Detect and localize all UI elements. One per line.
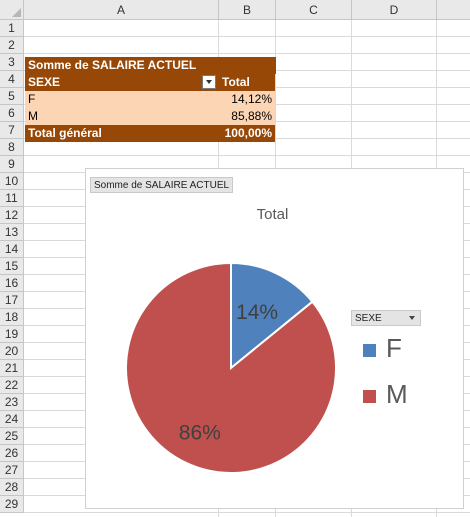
column-header-c[interactable]: C bbox=[276, 0, 352, 20]
legend-swatch-m bbox=[363, 390, 376, 403]
row-header[interactable]: 25 bbox=[0, 428, 24, 445]
row-header[interactable]: 13 bbox=[0, 224, 24, 241]
filter-dropdown-icon[interactable] bbox=[202, 75, 216, 89]
legend-label-f[interactable]: F bbox=[386, 333, 402, 363]
row-header[interactable]: 28 bbox=[0, 479, 24, 496]
gridline bbox=[24, 36, 470, 37]
pivot-row-label[interactable]: M bbox=[25, 108, 219, 125]
row-header[interactable]: 1 bbox=[0, 20, 24, 37]
row-header[interactable]: 27 bbox=[0, 462, 24, 479]
data-label-f[interactable]: 14% bbox=[236, 301, 278, 324]
row-header[interactable]: 7 bbox=[0, 122, 24, 139]
row-header[interactable]: 4 bbox=[0, 71, 24, 88]
pivot-row-value[interactable]: 14,12% bbox=[219, 91, 275, 108]
gridline bbox=[24, 53, 470, 54]
column-header-d[interactable]: D bbox=[352, 0, 437, 20]
row-header[interactable]: 29 bbox=[0, 496, 24, 513]
row-header[interactable]: 3 bbox=[0, 54, 24, 71]
row-header[interactable]: 17 bbox=[0, 292, 24, 309]
row-header[interactable]: 9 bbox=[0, 156, 24, 173]
gridline bbox=[24, 155, 470, 156]
row-header[interactable]: 2 bbox=[0, 37, 24, 54]
pivot-total-value[interactable]: 100,00% bbox=[219, 125, 275, 142]
row-header[interactable]: 19 bbox=[0, 326, 24, 343]
row-header[interactable]: 16 bbox=[0, 275, 24, 292]
column-header-e[interactable] bbox=[437, 0, 470, 20]
row-header[interactable]: 12 bbox=[0, 207, 24, 224]
chart-value-field-button[interactable]: Somme de SALAIRE ACTUEL bbox=[90, 177, 234, 193]
data-label-m[interactable]: 86% bbox=[179, 422, 221, 445]
pie-slice-m[interactable] bbox=[125, 261, 337, 474]
legend-swatch-f bbox=[363, 344, 376, 357]
row-header[interactable]: 15 bbox=[0, 258, 24, 275]
row-header[interactable]: 26 bbox=[0, 445, 24, 462]
chevron-down-icon bbox=[409, 316, 415, 320]
select-all-corner[interactable] bbox=[0, 0, 24, 20]
gridline bbox=[24, 512, 470, 513]
pivot-title[interactable]: Somme de SALAIRE ACTUEL bbox=[25, 57, 276, 74]
pivot-total-label[interactable]: Total général bbox=[25, 125, 219, 142]
legend-field-button[interactable]: SEXE bbox=[351, 310, 421, 326]
chart-title[interactable]: Total bbox=[256, 206, 289, 223]
pie-slice-f[interactable] bbox=[230, 261, 314, 371]
row-header[interactable]: 20 bbox=[0, 343, 24, 360]
pivot-value-header[interactable]: Total bbox=[219, 74, 275, 91]
pivot-row-value[interactable]: 85,88% bbox=[219, 108, 275, 125]
row-header[interactable]: 14 bbox=[0, 241, 24, 258]
pivot-row-label[interactable]: F bbox=[25, 91, 219, 108]
row-header[interactable]: 10 bbox=[0, 173, 24, 190]
row-header[interactable]: 24 bbox=[0, 411, 24, 428]
row-header[interactable]: 22 bbox=[0, 377, 24, 394]
column-header-a[interactable]: A bbox=[24, 0, 219, 20]
pivot-row-field-header[interactable]: SEXE bbox=[25, 74, 219, 91]
column-header-b[interactable]: B bbox=[219, 0, 276, 20]
row-header[interactable]: 18 bbox=[0, 309, 24, 326]
row-header[interactable]: 11 bbox=[0, 190, 24, 207]
row-header[interactable]: 6 bbox=[0, 105, 24, 122]
legend-field-label: SEXE bbox=[355, 313, 382, 324]
row-header[interactable]: 21 bbox=[0, 360, 24, 377]
legend-label-m[interactable]: M bbox=[386, 379, 408, 409]
row-header[interactable]: 8 bbox=[0, 139, 24, 156]
row-header[interactable]: 5 bbox=[0, 88, 24, 105]
row-header[interactable]: 23 bbox=[0, 394, 24, 411]
